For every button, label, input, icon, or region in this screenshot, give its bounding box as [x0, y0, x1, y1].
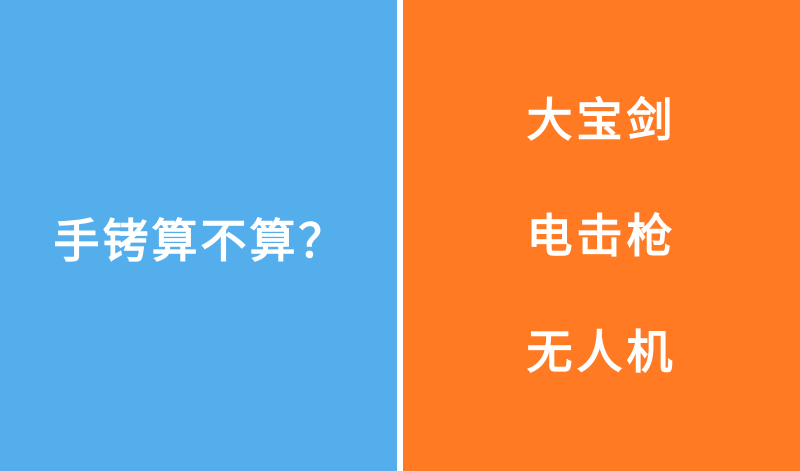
left-panel: 手铐算不算？: [0, 0, 397, 471]
item-label: 大宝剑: [526, 92, 677, 147]
question-text: 手铐算不算？: [53, 213, 348, 268]
panel-divider: [397, 0, 403, 471]
item-label: 电击枪: [526, 208, 677, 263]
item-label: 无人机: [526, 324, 677, 379]
right-panel: 大宝剑 电击枪 无人机: [403, 0, 800, 471]
